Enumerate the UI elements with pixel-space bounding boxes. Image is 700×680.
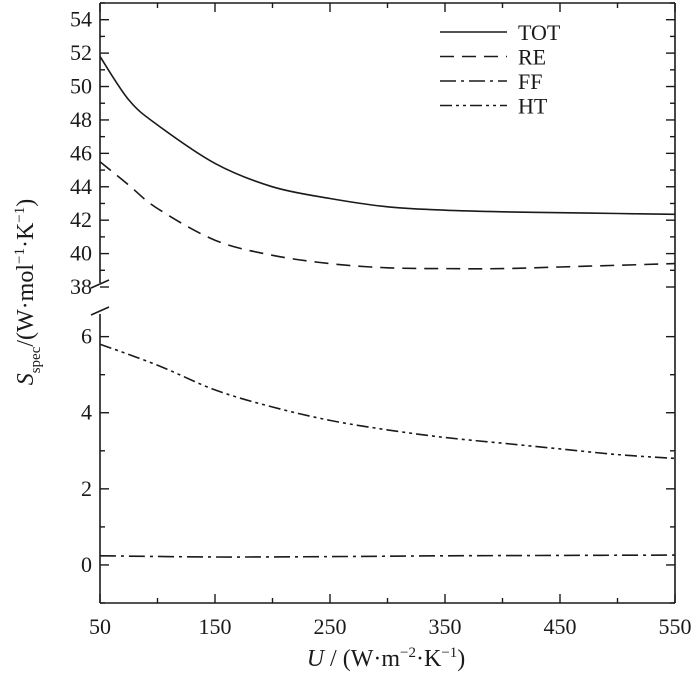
x-tick-label: 250 bbox=[314, 614, 347, 639]
y-tick-label-upper: 38 bbox=[70, 274, 92, 299]
axis-break-mark-top bbox=[90, 279, 110, 289]
y-tick-label-upper: 54 bbox=[70, 7, 92, 32]
series-layer bbox=[99, 56, 676, 558]
x-tick-label: 350 bbox=[429, 614, 462, 639]
y-tick-label-lower: 6 bbox=[81, 324, 92, 349]
y-axis-title: Sspec/(W·mol−1·K−1) bbox=[12, 199, 44, 386]
legend-label-tot: TOT bbox=[518, 20, 561, 45]
x-tick-label: 550 bbox=[659, 614, 692, 639]
y-tick-label-upper: 46 bbox=[70, 140, 92, 165]
y-tick-label-upper: 40 bbox=[70, 241, 92, 266]
series-line-re bbox=[99, 161, 676, 270]
x-tick-label: 450 bbox=[544, 614, 577, 639]
series-line-ht bbox=[99, 343, 676, 460]
x-tick-label: 50 bbox=[89, 614, 111, 639]
y-tick-label-upper: 50 bbox=[70, 74, 92, 99]
legend-label-re: RE bbox=[518, 45, 546, 70]
y-tick-label-lower: 4 bbox=[81, 400, 92, 425]
x-tick-label: 150 bbox=[199, 614, 232, 639]
y-tick-label-upper: 44 bbox=[70, 174, 92, 199]
axis-break-mark-bottom bbox=[90, 306, 110, 316]
legend-label-ht: HT bbox=[518, 94, 548, 119]
series-line-ff bbox=[99, 554, 676, 558]
x-axis-title: U / (W·m−2·K−1) bbox=[307, 645, 466, 672]
y-tick-label-lower: 2 bbox=[81, 476, 92, 501]
series-line-tot bbox=[99, 56, 676, 216]
y-tick-label-lower: 0 bbox=[81, 552, 92, 577]
legend-label-ff: FF bbox=[518, 69, 542, 94]
y-tick-label-upper: 52 bbox=[70, 40, 92, 65]
y-tick-label-upper: 48 bbox=[70, 107, 92, 132]
y-tick-label-upper: 42 bbox=[70, 207, 92, 232]
